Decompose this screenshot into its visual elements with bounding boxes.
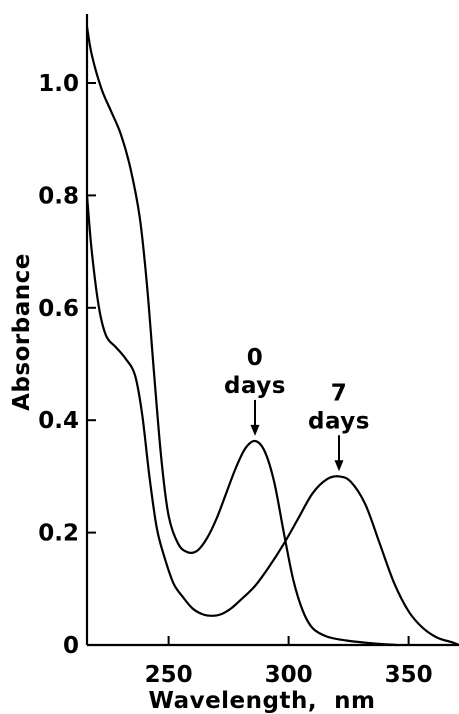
annotation-number: 7 <box>331 380 348 406</box>
x-ticks: 250 300 350 <box>145 636 433 688</box>
annotation-unit: days <box>224 373 286 399</box>
y-tick-label: 0 <box>63 633 79 659</box>
x-tick-label: 350 <box>385 662 433 688</box>
x-axis-title: Wavelength, nm <box>149 688 376 714</box>
x-tick-label: 250 <box>145 662 193 688</box>
annotation-number: 0 <box>247 345 264 371</box>
axes <box>85 14 459 647</box>
y-tick-label: 0.2 <box>38 521 79 547</box>
y-tick-label: 0.6 <box>38 296 79 322</box>
series-line-0-days <box>85 25 398 647</box>
x-tick-label: 300 <box>265 662 313 688</box>
y-tick-label: 1.0 <box>38 71 79 97</box>
curves <box>85 25 459 647</box>
annotation-unit: days <box>308 408 370 434</box>
y-tick-label: 0.4 <box>38 408 79 434</box>
y-tick-label: 0.8 <box>38 183 79 209</box>
y-ticks: 0 0.2 0.4 0.6 0.8 1.0 <box>38 71 96 659</box>
series-line-7-days <box>85 194 459 647</box>
arrow-head <box>334 460 344 472</box>
y-axis-title: Absorbance <box>9 253 35 411</box>
arrow-head <box>250 424 260 436</box>
